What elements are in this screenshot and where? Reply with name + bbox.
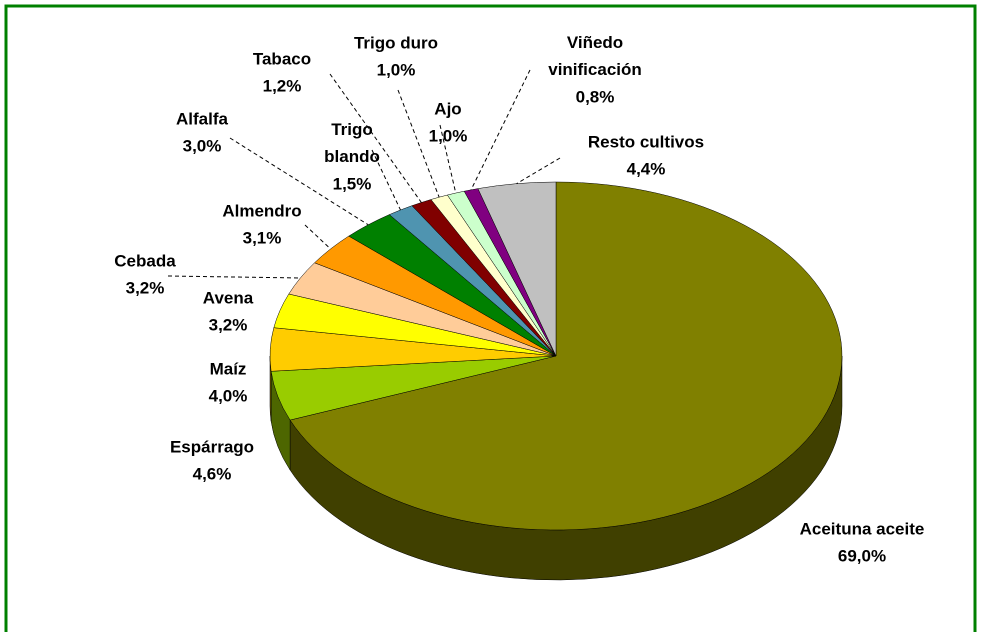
frame [4, 4, 977, 632]
value-label: 3,0% [183, 136, 222, 155]
slice-label: Ajo [434, 99, 461, 118]
slice-label: Resto cultivos [588, 132, 704, 151]
slice-label: Almendro [222, 201, 301, 220]
slice-label: Espárrago [170, 437, 254, 456]
slice-label: Tabaco [253, 49, 311, 68]
leader-line [470, 69, 531, 191]
label-line: Viñedo [567, 33, 623, 52]
value-label: 1,0% [429, 126, 468, 145]
value-label: 1,2% [263, 76, 302, 95]
label-line: vinificación [548, 60, 642, 79]
value-label: 3,1% [243, 228, 282, 247]
slice-label: Trigo duro [354, 33, 438, 52]
value-label: 1,0% [377, 60, 416, 79]
slice-label: Alfalfa [176, 109, 229, 128]
slice-label: Viñedo vinificación [548, 33, 642, 79]
slice-label: Trigo blando [324, 120, 380, 166]
label-line: Trigo [331, 120, 373, 139]
slice-label: Aceituna aceite [800, 519, 925, 538]
slice-label: Avena [203, 288, 254, 307]
leader-line [516, 157, 561, 185]
value-label: 0,8% [576, 87, 615, 106]
leader-line [229, 137, 369, 226]
value-label: 4,0% [209, 386, 248, 405]
label-line: blando [324, 147, 380, 166]
value-label: 69,0% [838, 546, 886, 565]
slice-label: Maíz [210, 359, 247, 378]
leader-line [329, 73, 422, 203]
slice [289, 181, 843, 531]
slice-label: Cebada [114, 251, 176, 270]
value-label: 3,2% [126, 278, 165, 297]
value-label: 3,2% [209, 315, 248, 334]
leader-line [304, 224, 331, 250]
value-label: 1,5% [333, 174, 372, 193]
value-label: 4,4% [627, 159, 666, 178]
leader-line [167, 275, 301, 279]
leader-line [397, 89, 440, 198]
leader-line [439, 124, 457, 194]
value-label: 4,6% [193, 464, 232, 483]
pie-tops [269, 181, 843, 531]
